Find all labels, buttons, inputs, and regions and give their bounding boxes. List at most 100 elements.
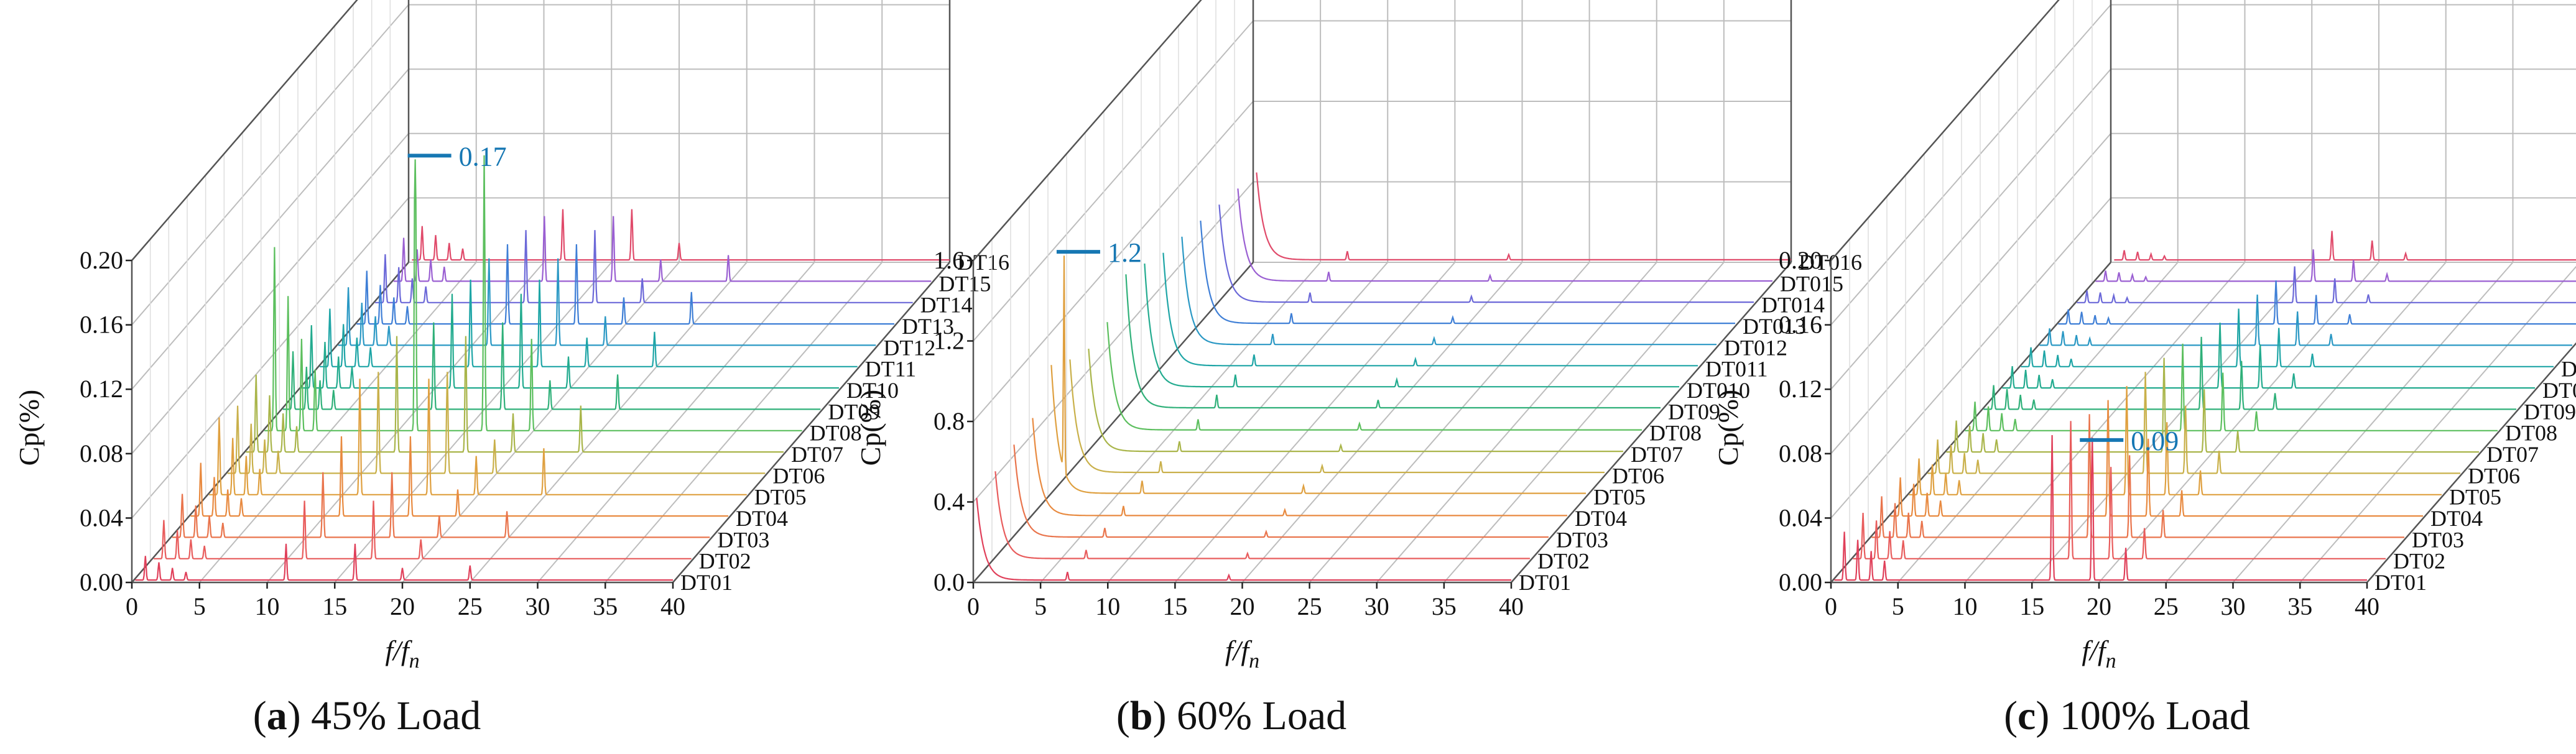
x-tick-label: 10	[255, 592, 280, 620]
floor-grid	[266, 262, 545, 583]
x-axis-label: f/fn	[2082, 635, 2116, 673]
series-label: DT015	[1780, 271, 1843, 296]
spectrum-line-DT013	[2058, 280, 2576, 325]
left-wall-hgrid	[1830, 133, 2111, 454]
series-label: DT012	[1724, 335, 1787, 360]
floor-grid	[1964, 262, 2246, 583]
annotation-label: 0.17	[459, 141, 507, 172]
floor-grid	[1897, 262, 2179, 583]
spectrum-line-DT04	[1890, 400, 2423, 517]
series-label: DT010	[1687, 378, 1750, 403]
floor-grid	[1443, 262, 1725, 583]
spectrum-line-DT01	[135, 543, 673, 581]
series-label: DT06	[2468, 463, 2520, 488]
y-tick-label: 0.20	[80, 246, 123, 274]
x-tick-label: 0	[126, 592, 138, 620]
panel-caption-letter: b	[1130, 693, 1153, 738]
panel-caption: (a) 45% Load	[253, 693, 481, 738]
x-tick-label: 20	[390, 592, 415, 620]
x-axis-label-main: f/f	[385, 635, 413, 666]
floor-grid	[198, 262, 477, 583]
x-tick-label: 25	[1297, 592, 1322, 620]
left-wall-hgrid	[131, 133, 409, 454]
spectrum-line-DT02	[994, 471, 1530, 559]
left-wall-hgrid	[131, 4, 409, 326]
y-axis-label: Cp(%)	[855, 390, 886, 466]
left-wall-hgrid	[1830, 68, 2111, 390]
spectrum-line-DT07	[1946, 357, 2479, 453]
x-tick-label: 0	[1825, 592, 1837, 620]
series-label: DT02	[699, 549, 751, 574]
series-label: DT014	[1761, 293, 1825, 318]
series-label: DT07	[1631, 442, 1683, 467]
x-tick-label: 30	[1364, 592, 1389, 620]
left-wall-hgrid	[973, 181, 1254, 503]
chart-panel-1: 0.000.040.080.120.160.200 5 10 15 20 25 30 35 40…	[13, 0, 1009, 738]
spectrum-line-DT11	[320, 279, 858, 367]
spectrum-line-DT13	[356, 244, 894, 325]
spectrum-line-DT02	[154, 500, 692, 559]
series-label: DT09	[828, 399, 880, 424]
spectrum-line-DT011	[1162, 252, 1698, 367]
spectrum-line-DT01	[976, 497, 1511, 581]
left-wall-hgrid	[131, 197, 409, 519]
spectrum-line-DT12	[338, 258, 876, 346]
x-axis-label: f/fn	[1225, 635, 1259, 673]
spectrum-line-DT08	[1106, 322, 1642, 431]
series-label: DT08	[2505, 421, 2557, 446]
floor-grid	[2299, 265, 2576, 583]
spectrum-line-DT015	[2095, 249, 2576, 282]
floor-grid	[1309, 262, 1590, 583]
series-label: DT011	[2561, 357, 2576, 382]
floor-grid	[469, 262, 748, 583]
spectrum-line-DT06	[1069, 359, 1605, 474]
panel-caption: (c) 100% Load	[2004, 693, 2250, 738]
x-tick-label: 0	[967, 592, 980, 620]
panel-caption-letter: c	[2018, 693, 2036, 738]
floor-grid	[1241, 262, 1523, 583]
x-tick-label: 10	[1953, 592, 1978, 620]
panel-caption-letter: a	[267, 693, 287, 738]
left-wall-hgrid	[1830, 4, 2111, 326]
spectrum-line-DT09	[1125, 274, 1661, 409]
left-wall-hgrid	[973, 20, 1254, 342]
spectrum-line-DT03	[1871, 414, 2404, 538]
y-tick-label: 0.16	[1779, 311, 1822, 339]
x-tick-label: 20	[2087, 592, 2111, 620]
y-tick-label: 0.04	[80, 503, 123, 531]
y-tick-label: 0.00	[80, 568, 123, 596]
series-label: DT16	[957, 250, 1009, 275]
series-label: DT15	[938, 271, 991, 296]
panel-caption-close: ) 60% Load	[1153, 693, 1347, 738]
x-tick-label: 5	[193, 592, 206, 620]
series-label: DT09	[1668, 399, 1720, 424]
spectrum-line-DT04	[1032, 418, 1567, 517]
y-tick-label: 0.12	[1779, 375, 1822, 403]
x-axis-label: f/fn	[385, 635, 419, 673]
y-tick-label: 1.2	[934, 327, 965, 355]
spectrum-line-DT010	[2002, 323, 2535, 389]
series-label: DT01	[2374, 570, 2427, 595]
series-label: DT02	[1537, 549, 1590, 574]
series-label: DT05	[754, 485, 807, 510]
series-label: DT07	[791, 442, 843, 467]
x-tick-label: 10	[1095, 592, 1120, 620]
panel-caption-close: ) 100% Load	[2036, 693, 2250, 738]
series-label: DT010	[2542, 378, 2576, 403]
floor-grid	[2232, 262, 2514, 583]
floor-grid	[1107, 262, 1389, 583]
spectrum-line-DT03	[172, 472, 710, 538]
spectrum-line-DT05	[209, 379, 747, 495]
x-tick-label: 5	[1892, 592, 1904, 620]
x-tick-label: 35	[1432, 592, 1457, 620]
series-label: DT04	[1575, 506, 1627, 531]
y-tick-label: 0.4	[934, 488, 965, 516]
frame-edge	[131, 0, 358, 261]
series-label: DT01	[680, 570, 733, 595]
panel-caption-label: (	[253, 693, 267, 738]
left-wall-hgrid	[1830, 197, 2111, 519]
chart-panel-2: 0.0 0.4 0.8 1.2 1.6 0 5 10 15 20 25 30 35 40 Cp(%) f/fn…	[855, 0, 1862, 738]
series-label: DT11	[865, 357, 917, 382]
floor-grid	[1174, 262, 1456, 583]
x-tick-label: 15	[1162, 592, 1187, 620]
